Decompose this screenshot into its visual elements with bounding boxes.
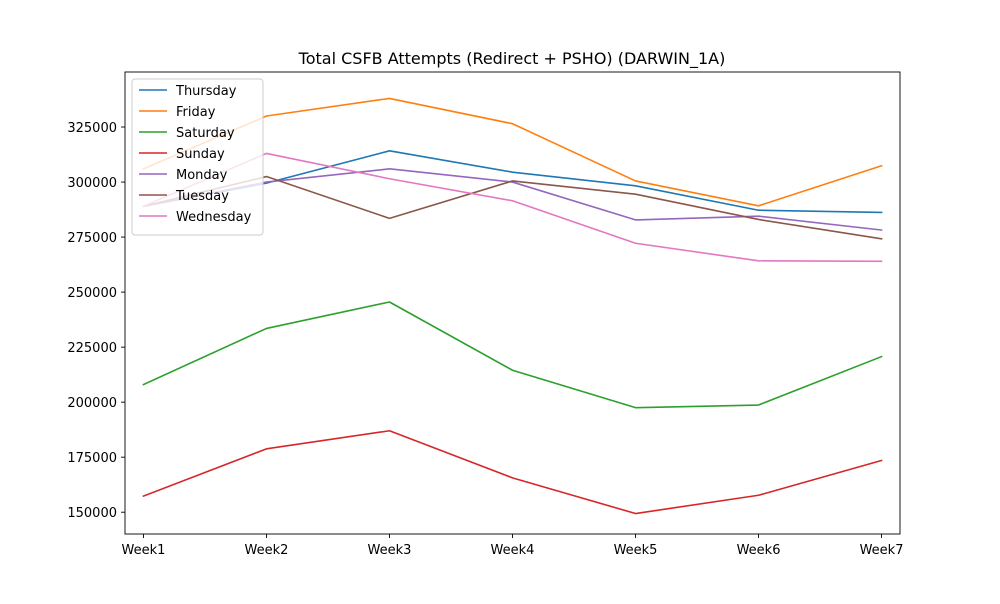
legend-label-friday: Friday	[176, 105, 216, 120]
series-line-monday	[142, 168, 883, 231]
legend-box	[131, 78, 264, 236]
legend-label-wednesday: Wednesday	[176, 210, 252, 225]
y-tick-label: 225000	[67, 341, 117, 356]
y-tick-label: 325000	[67, 121, 117, 136]
series-line-tuesday	[142, 175, 883, 240]
x-tick-label: Week5	[614, 543, 658, 558]
x-tick-label: Week4	[491, 543, 535, 558]
y-tick-label: 200000	[67, 396, 117, 411]
x-tick-label: Week1	[122, 543, 166, 558]
legend-label-monday: Monday	[176, 168, 228, 183]
y-tick-label: 300000	[67, 176, 117, 191]
y-tick-label: 150000	[67, 506, 117, 521]
x-tick-label: Week3	[368, 543, 412, 558]
x-tick-label: Week6	[737, 543, 781, 558]
chart-title: Total CSFB Attempts (Redirect + PSHO) (D…	[298, 49, 726, 69]
series-line-wednesday	[142, 152, 883, 263]
series-line-sunday	[142, 429, 883, 515]
legend-label-saturday: Saturday	[176, 126, 235, 141]
x-tick-label: Week2	[245, 543, 289, 558]
y-tick-label: 250000	[67, 286, 117, 301]
y-tick-label: 175000	[67, 451, 117, 466]
x-tick-label: Week7	[860, 543, 904, 558]
y-tick-label: 275000	[67, 231, 117, 246]
legend-label-sunday: Sunday	[176, 147, 225, 162]
series-line-friday	[142, 97, 883, 207]
series-line-thursday	[142, 150, 883, 214]
legend-label-tuesday: Tuesday	[175, 189, 229, 204]
series-line-saturday	[142, 301, 883, 409]
legend-label-thursday: Thursday	[175, 84, 237, 99]
